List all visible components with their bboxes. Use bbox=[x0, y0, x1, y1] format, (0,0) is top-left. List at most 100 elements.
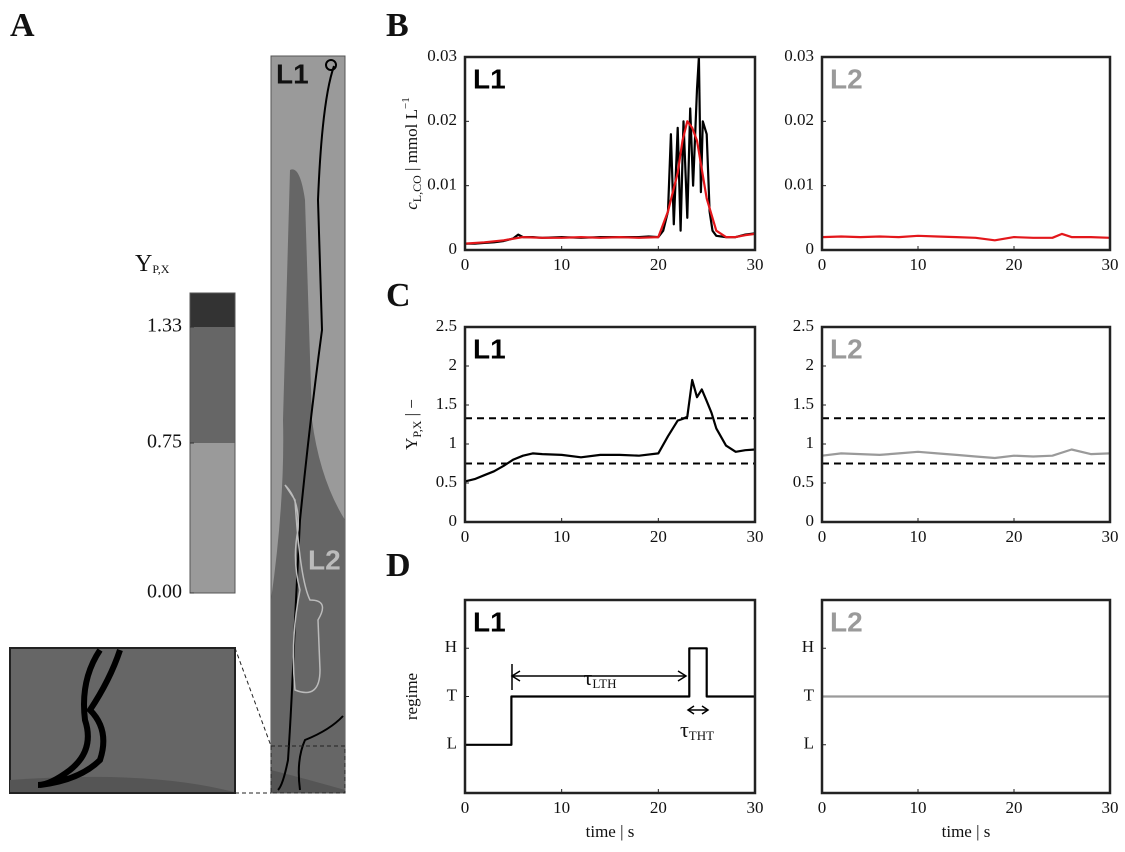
trajectory-l2 bbox=[284, 484, 324, 694]
trajectory-l1 bbox=[277, 65, 344, 791]
y-axis-label: regime bbox=[402, 673, 421, 720]
x-tick-label: 20 bbox=[650, 255, 667, 274]
y-tick-label: L bbox=[804, 734, 814, 753]
plot-frame bbox=[820, 55, 1112, 252]
x-tick-label: 0 bbox=[461, 798, 470, 817]
y-tick-label: 1.5 bbox=[436, 394, 457, 413]
plot-frame bbox=[820, 325, 1112, 524]
x-tick-label: 20 bbox=[650, 798, 667, 817]
x-tick-label: 30 bbox=[747, 255, 764, 274]
y-tick-label: 0.03 bbox=[784, 46, 814, 65]
x-tick-label: 0 bbox=[818, 527, 827, 546]
x-tick-label: 0 bbox=[818, 798, 827, 817]
y-tick-label: 0.01 bbox=[784, 175, 814, 194]
label-part: c bbox=[402, 202, 421, 210]
y-tick-label: 0.02 bbox=[784, 110, 814, 129]
map-label: L1 bbox=[276, 58, 309, 89]
label-part: L,CO bbox=[410, 175, 424, 202]
colorbar-tick-label: 0.75 bbox=[147, 431, 182, 453]
zoom-line bbox=[234, 647, 272, 747]
x-tick-label: 20 bbox=[650, 527, 667, 546]
label-part: −1 bbox=[400, 97, 412, 109]
x-tick-label: 20 bbox=[1006, 255, 1023, 274]
y-tick-label: 2 bbox=[449, 355, 458, 374]
axis-label: cL,CO | mmol L−1 bbox=[400, 97, 424, 209]
x-tick-label: 30 bbox=[747, 798, 764, 817]
y-tick-label: 0.02 bbox=[427, 110, 457, 129]
x-tick-label: 0 bbox=[461, 255, 470, 274]
plot-frame bbox=[820, 598, 1112, 795]
panel-label: A bbox=[10, 7, 35, 44]
annotation-sub: LTH bbox=[592, 676, 616, 691]
panel-label: C bbox=[386, 277, 411, 314]
series-label: L2 bbox=[830, 606, 863, 637]
y-tick-label: L bbox=[447, 734, 457, 753]
data-line bbox=[464, 120, 756, 245]
label-part: P,X bbox=[152, 262, 169, 276]
y-tick-label: H bbox=[802, 637, 814, 656]
x-tick-label: 20 bbox=[1006, 527, 1023, 546]
y-tick-label: 0 bbox=[449, 511, 458, 530]
x-axis-label: time | s bbox=[586, 822, 635, 841]
plot-frame bbox=[463, 598, 757, 795]
series-label: L1 bbox=[473, 333, 506, 364]
colorbar-segment bbox=[190, 327, 235, 443]
panel-label: B bbox=[386, 7, 409, 44]
y-tick-label: H bbox=[445, 637, 457, 656]
panel-label: D bbox=[386, 547, 411, 584]
annotation-symbol: τ bbox=[584, 665, 593, 690]
label-part: Y bbox=[402, 438, 421, 450]
x-tick-label: 10 bbox=[910, 798, 927, 817]
y-tick-label: 1.5 bbox=[793, 394, 814, 413]
data-line bbox=[465, 55, 756, 245]
axis-label: YP,X bbox=[135, 251, 170, 277]
y-tick-label: 0 bbox=[806, 511, 815, 530]
plot-frame bbox=[463, 55, 757, 252]
zoom-box bbox=[270, 745, 346, 794]
x-tick-label: 30 bbox=[1102, 527, 1119, 546]
x-tick-label: 30 bbox=[1102, 798, 1119, 817]
y-tick-label: 0.03 bbox=[427, 46, 457, 65]
x-tick-label: 10 bbox=[910, 527, 927, 546]
annotation: τTHT bbox=[680, 717, 714, 743]
series-label: L2 bbox=[830, 333, 863, 364]
data-line bbox=[821, 232, 1111, 242]
y-tick-label: T bbox=[804, 685, 815, 704]
y-tick-label: 0.5 bbox=[793, 472, 814, 491]
axis-label: YP,X | − bbox=[402, 399, 424, 450]
start-marker bbox=[325, 59, 337, 71]
y-tick-label: 1 bbox=[806, 433, 815, 452]
x-tick-label: 30 bbox=[1102, 255, 1119, 274]
y-tick-label: 0.5 bbox=[436, 472, 457, 491]
x-tick-label: 0 bbox=[461, 527, 470, 546]
inset-trajectory bbox=[37, 648, 123, 788]
label-part: Y bbox=[135, 251, 152, 277]
data-line bbox=[821, 448, 1111, 460]
x-tick-label: 10 bbox=[553, 527, 570, 546]
y-tick-label: 2.5 bbox=[436, 316, 457, 335]
arrowhead bbox=[686, 705, 710, 715]
y-tick-label: 2 bbox=[806, 355, 815, 374]
x-tick-label: 10 bbox=[910, 255, 927, 274]
label-part: | mmol L bbox=[402, 109, 421, 175]
colorbar-tick-label: 1.33 bbox=[147, 315, 182, 337]
map: L1 L2 bbox=[9, 55, 346, 794]
y-tick-label: 2.5 bbox=[793, 316, 814, 335]
y-tick-label: 0 bbox=[449, 239, 458, 258]
annotation: τLTH bbox=[584, 665, 617, 691]
data-line bbox=[464, 378, 756, 483]
series-label: L2 bbox=[830, 63, 863, 94]
map-region bbox=[271, 169, 345, 793]
map-label: L2 bbox=[308, 544, 341, 575]
y-tick-label: 0 bbox=[806, 239, 815, 258]
x-tick-label: 10 bbox=[553, 255, 570, 274]
data-line bbox=[465, 647, 755, 746]
label-part: P,X bbox=[410, 420, 424, 437]
plot-frame bbox=[463, 325, 757, 524]
y-tick-label: 1 bbox=[449, 433, 458, 452]
series-label: L1 bbox=[473, 606, 506, 637]
series-label: L1 bbox=[473, 63, 506, 94]
map-region bbox=[271, 770, 345, 793]
colorbar-segment bbox=[190, 443, 235, 593]
